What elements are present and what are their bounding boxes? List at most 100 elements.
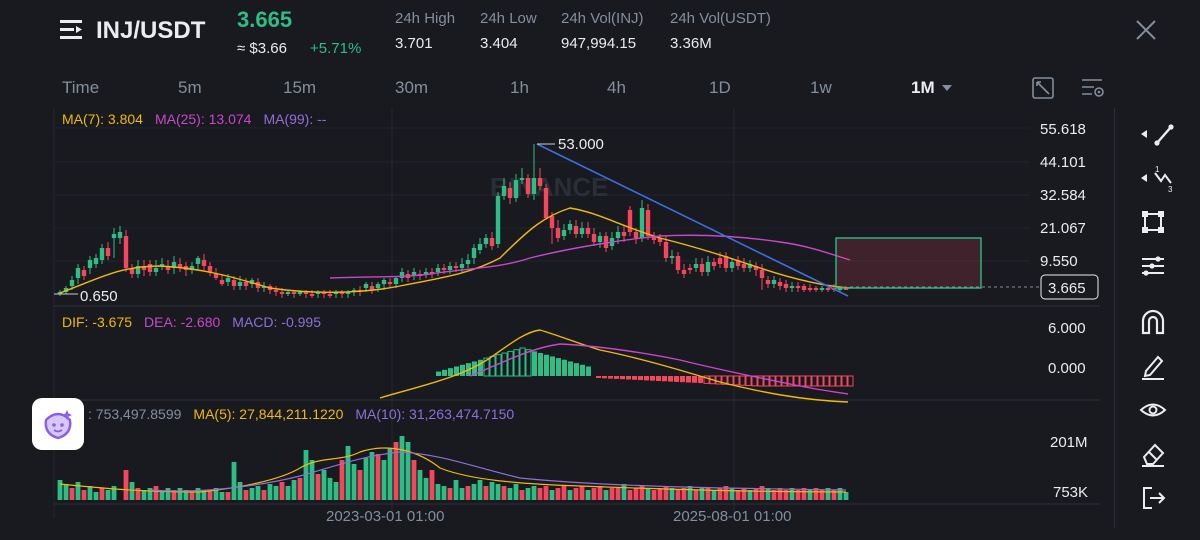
price-axis-label: 55.618 (1040, 121, 1086, 138)
tab-5m[interactable]: 5m (178, 78, 202, 97)
volume-bar (627, 490, 633, 500)
pair-title[interactable]: INJ/USDT (96, 17, 206, 44)
volume-bar (507, 488, 513, 500)
volume-bar (363, 458, 369, 500)
svg-text:3: 3 (1168, 185, 1173, 193)
candle-body (711, 262, 717, 266)
macd-histogram-bar (787, 375, 794, 387)
volume-bar (195, 488, 201, 500)
volume-bar (351, 464, 357, 500)
exit-tool[interactable] (1133, 480, 1173, 516)
volume-bar (249, 488, 255, 500)
menu-icon[interactable] (60, 18, 86, 42)
volume-bar (153, 486, 159, 500)
volume-bar (657, 488, 663, 500)
stat-24h-low: 24h Low 3.404 (480, 10, 537, 52)
fullscreen-icon[interactable] (1031, 76, 1055, 100)
volume-bar (777, 488, 783, 500)
candle-body (501, 186, 507, 196)
indicator-lines-tool[interactable] (1133, 248, 1173, 284)
candle-body (363, 284, 369, 288)
current-price-tag-box (1040, 274, 1099, 300)
candle-body (273, 290, 279, 292)
macd-histogram-bar (478, 359, 483, 376)
candle-body (549, 216, 555, 228)
pencil-tool[interactable] (1133, 348, 1173, 384)
macd-histogram-bar (454, 366, 459, 376)
stat-label: 24h Low (480, 10, 537, 27)
volume-bar (393, 442, 399, 500)
macd-histogram-bar (680, 376, 685, 383)
volume-bar (519, 490, 525, 500)
vol-ma5-legend: MA(5): 27,844,211.1220 (193, 406, 344, 422)
visibility-tool[interactable] (1133, 392, 1173, 428)
volume-bar (309, 460, 315, 500)
candle-body (219, 280, 225, 284)
candle-body (579, 228, 585, 234)
vol-ma5-line (59, 447, 847, 493)
volume-bar (603, 490, 609, 500)
volume-bar (681, 488, 687, 500)
candle-body (345, 292, 351, 294)
volume-bar (843, 492, 849, 500)
candle-body (747, 264, 753, 268)
volume-bar (579, 486, 585, 500)
eraser-tool[interactable] (1133, 436, 1173, 472)
tab-1m[interactable]: 1M (911, 78, 953, 98)
macd-histogram-bar (580, 364, 585, 376)
macd-histogram-bar (811, 375, 818, 387)
chevron-down-icon (941, 85, 952, 91)
chart-svg[interactable]: BINANCE 53.000 0.650 3.665 55.618 44.101 32.58… (0, 108, 1110, 533)
price-axis-label: 44.101 (1040, 154, 1086, 171)
volume-bar (447, 488, 453, 500)
pencil-icon (1142, 355, 1164, 380)
tab-4h[interactable]: 4h (607, 78, 626, 97)
tab-15m[interactable]: 15m (283, 78, 317, 97)
tab-time[interactable]: Time (62, 78, 100, 97)
volume-bar (429, 470, 435, 500)
shape-tool[interactable] (1133, 204, 1173, 240)
magnet-tool[interactable] (1133, 304, 1173, 340)
macd-histogram-bar (626, 376, 631, 380)
stat-24h-vol-usdt: 24h Vol(USDT) 3.36M (670, 10, 771, 52)
fib-icon: 13 (1141, 165, 1173, 193)
candle-body (81, 270, 87, 276)
settings-icon[interactable] (1080, 76, 1106, 100)
candle-body (531, 178, 537, 194)
volume-bar (669, 488, 675, 500)
ai-assistant-button[interactable] (32, 398, 84, 450)
volume-bar (399, 436, 405, 500)
volume-bar (321, 470, 327, 500)
candle-body (561, 230, 567, 236)
close-icon[interactable] (1135, 19, 1157, 41)
candle-body (765, 280, 771, 284)
candle-body (489, 238, 495, 246)
svg-text:1: 1 (1155, 165, 1160, 174)
candle-body (117, 232, 123, 238)
volume-bar (405, 442, 411, 500)
candle-body (705, 262, 711, 272)
magnet-icon (1141, 309, 1165, 335)
tab-30m[interactable]: 30m (395, 78, 429, 97)
trend-line-tool[interactable] (1137, 116, 1177, 152)
volume-bar (225, 492, 231, 500)
stat-value: 3.404 (480, 35, 518, 52)
volume-bar (555, 488, 561, 500)
volume-bar (333, 482, 339, 500)
eye-icon (1139, 403, 1167, 417)
volume-bar (825, 488, 831, 500)
candle-body (597, 236, 603, 242)
macd-histogram-bar (525, 349, 532, 377)
tab-1w[interactable]: 1w (810, 78, 832, 97)
tab-1d[interactable]: 1D (709, 78, 731, 97)
volume-bar (147, 488, 153, 500)
volume-bar (279, 482, 285, 500)
volume-bar (183, 490, 189, 500)
volume-bar (561, 486, 567, 500)
macd-histogram-bar (472, 361, 477, 376)
ma99-legend: MA(99): -- (263, 111, 327, 127)
volume-bar (591, 488, 597, 500)
macd-histogram-bar (727, 375, 734, 386)
tab-1h[interactable]: 1h (510, 78, 529, 97)
